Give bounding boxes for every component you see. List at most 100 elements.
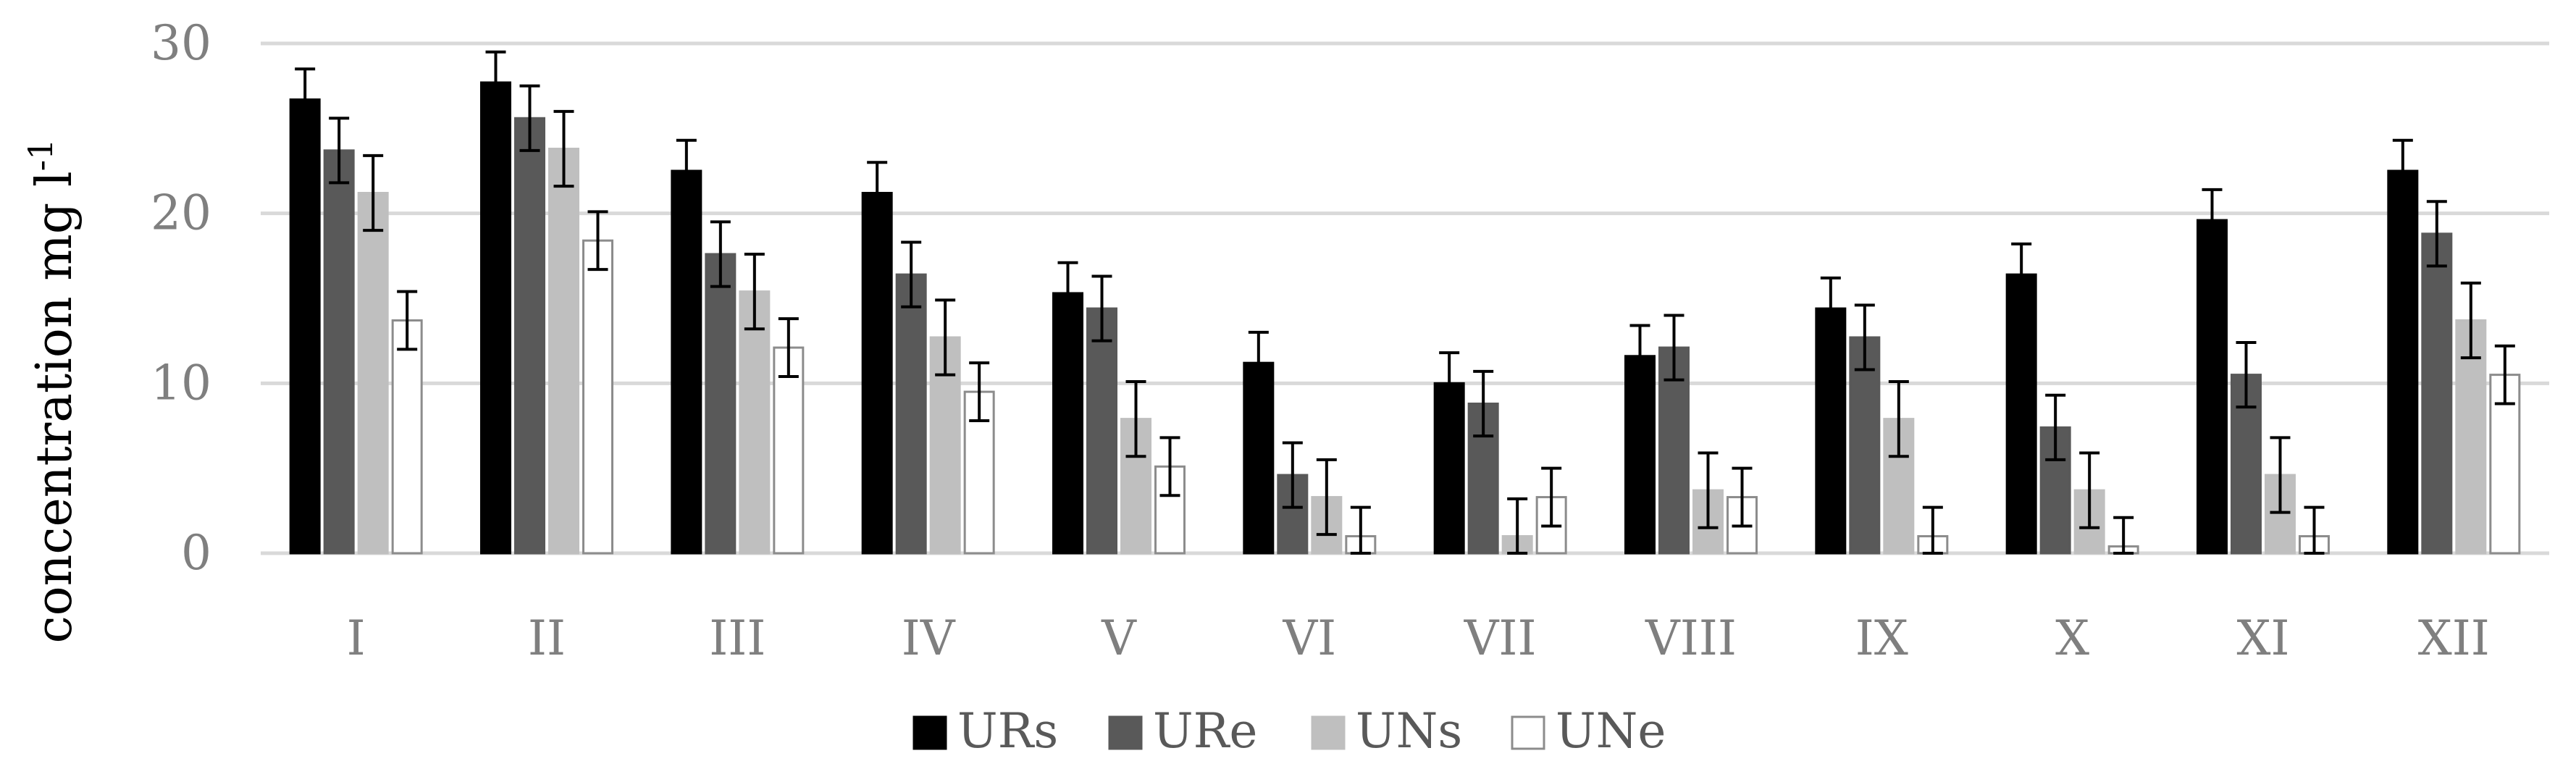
x-category-label: III bbox=[709, 610, 765, 666]
bar-URs-XI bbox=[2197, 219, 2228, 555]
legend-swatch bbox=[1511, 715, 1545, 750]
legend-item-URe: URe bbox=[1108, 703, 1257, 759]
x-category-label: X bbox=[2055, 610, 2089, 666]
error-bar-URe-IV bbox=[901, 240, 922, 308]
x-category-label: IX bbox=[1855, 610, 1908, 666]
legend-swatch bbox=[1108, 715, 1143, 750]
bar-URs-V bbox=[1052, 292, 1083, 555]
error-bar-URs-IV bbox=[867, 161, 888, 225]
bar-URs-II bbox=[480, 81, 511, 555]
bar-URs-VIII bbox=[1624, 355, 1656, 555]
y-axis-ticks: 0 10 20 30 bbox=[151, 15, 211, 581]
error-bar-UNs-VI bbox=[1316, 458, 1337, 537]
error-bar-UNe-II bbox=[587, 210, 608, 272]
error-bar-UNe-VII bbox=[1541, 466, 1562, 528]
bar-UNe-I bbox=[391, 319, 423, 555]
error-bar-URe-IX bbox=[1854, 303, 1875, 371]
error-bar-URe-V bbox=[1091, 274, 1112, 343]
error-bar-UNe-I bbox=[397, 290, 418, 351]
legend-item-UNs: UNs bbox=[1311, 703, 1462, 759]
error-bar-URs-XI bbox=[2202, 188, 2223, 253]
legend-swatch bbox=[912, 715, 947, 750]
error-bar-UNe-III bbox=[778, 317, 799, 378]
x-category-label: VI bbox=[1282, 610, 1336, 666]
error-bar-UNs-XII bbox=[2460, 281, 2481, 360]
error-bar-UNe-IV bbox=[969, 361, 990, 422]
legend-item-URs: URs bbox=[912, 703, 1058, 759]
error-bar-URe-VIII bbox=[1664, 314, 1685, 382]
y-tick-label: 20 bbox=[151, 185, 211, 241]
error-bar-URs-III bbox=[676, 138, 697, 203]
error-bar-URs-VIII bbox=[1629, 324, 1650, 389]
error-bar-URs-V bbox=[1057, 261, 1078, 326]
error-bar-URe-I bbox=[329, 117, 350, 185]
error-bar-URs-II bbox=[485, 50, 506, 115]
legend-label: URe bbox=[1153, 703, 1257, 759]
error-bar-URs-IX bbox=[1820, 276, 1841, 341]
error-bar-UNs-I bbox=[363, 154, 384, 232]
x-axis-categories: I II III IV V VI VII VIII IX X XI XII bbox=[347, 610, 2490, 666]
error-bar-URe-X bbox=[2045, 393, 2066, 461]
error-bar-UNs-III bbox=[744, 252, 765, 331]
legend-item-UNe: UNe bbox=[1511, 703, 1666, 759]
gridlines bbox=[261, 41, 2549, 555]
bar-URe-IV bbox=[895, 273, 927, 555]
bar-UNe-III bbox=[773, 346, 805, 555]
error-bar-URe-XI bbox=[2236, 341, 2257, 409]
x-category-label: VII bbox=[1464, 610, 1537, 666]
bar-URe-V bbox=[1086, 307, 1117, 555]
error-bar-UNs-V bbox=[1125, 379, 1146, 458]
bar-URe-II bbox=[514, 117, 545, 555]
error-bar-UNe-VI bbox=[1350, 505, 1371, 555]
error-bar-URs-VI bbox=[1248, 330, 1269, 395]
error-bar-URe-II bbox=[519, 84, 540, 152]
legend: URs URe UNs UNe bbox=[912, 703, 1666, 759]
x-category-label: II bbox=[528, 610, 566, 666]
bar-URs-IX bbox=[1815, 307, 1847, 555]
bar-URe-XII bbox=[2421, 232, 2453, 555]
error-bar-URe-XII bbox=[2426, 200, 2447, 268]
error-bars bbox=[295, 50, 2515, 555]
bar-UNs-II bbox=[548, 147, 579, 555]
x-category-label: XI bbox=[2236, 610, 2289, 666]
x-category-label: XII bbox=[2418, 610, 2490, 666]
error-bar-UNs-VIII bbox=[1698, 451, 1719, 529]
legend-label: URs bbox=[957, 703, 1058, 759]
x-category-label: VIII bbox=[1645, 610, 1737, 666]
error-bar-URs-VII bbox=[1439, 351, 1460, 416]
error-bar-UNs-IV bbox=[935, 298, 956, 377]
error-bar-URs-I bbox=[295, 67, 316, 132]
legend-label: UNe bbox=[1556, 703, 1666, 759]
error-bar-UNs-VII bbox=[1507, 497, 1528, 555]
error-bar-UNs-XI bbox=[2270, 436, 2291, 514]
error-bar-UNe-IX bbox=[1922, 505, 1943, 555]
error-bar-URe-VII bbox=[1473, 369, 1494, 438]
bar-URs-I bbox=[289, 98, 321, 555]
error-bar-UNe-X bbox=[2113, 516, 2134, 555]
bar-URs-III bbox=[671, 169, 702, 555]
bar-URe-VIII bbox=[1658, 346, 1690, 555]
error-bar-URs-X bbox=[2011, 242, 2032, 307]
y-axis-title-main: concentration mg l bbox=[26, 171, 83, 643]
error-bar-UNe-XII bbox=[2494, 344, 2515, 405]
bar-URe-I bbox=[323, 149, 355, 555]
error-bar-UNe-V bbox=[1159, 436, 1180, 497]
y-axis-title: concentration mg l-1 bbox=[21, 139, 83, 644]
x-category-label: I bbox=[347, 610, 366, 666]
bar-URs-IV bbox=[861, 192, 893, 555]
error-bar-UNe-XI bbox=[2304, 505, 2325, 555]
y-axis-title-superscript: -1 bbox=[21, 139, 60, 172]
error-bar-UNs-X bbox=[2079, 451, 2100, 529]
error-bar-URe-VI bbox=[1282, 441, 1303, 509]
error-bar-UNs-II bbox=[553, 109, 574, 188]
error-bar-UNs-IX bbox=[1888, 379, 1909, 458]
error-bar-UNe-VIII bbox=[1732, 466, 1753, 528]
bar-URe-XI bbox=[2231, 374, 2262, 555]
error-bar-URs-XII bbox=[2392, 138, 2413, 203]
legend-swatch bbox=[1311, 715, 1346, 750]
bar-URs-XII bbox=[2387, 169, 2419, 555]
bar-URs-VII bbox=[1433, 382, 1465, 555]
bar-URs-X bbox=[2005, 273, 2037, 555]
bar-UNs-III bbox=[739, 290, 771, 555]
